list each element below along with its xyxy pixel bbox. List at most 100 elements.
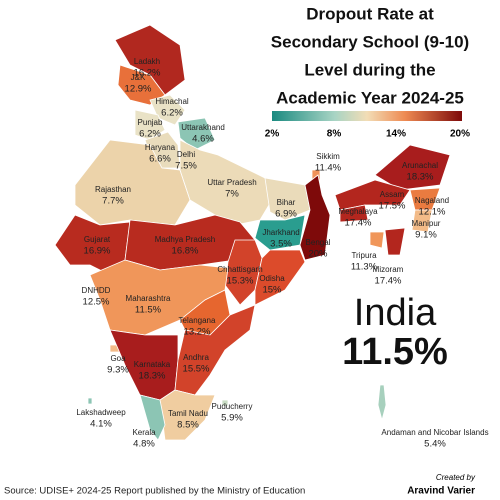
region-shape bbox=[114, 24, 186, 96]
region-name: Tripura bbox=[351, 251, 377, 260]
region-value: 17.5% bbox=[379, 201, 406, 212]
region-shape bbox=[339, 204, 369, 223]
region-value: 6.2% bbox=[161, 108, 183, 119]
region-value: 9.3% bbox=[107, 365, 129, 376]
region-value: 7.5% bbox=[175, 161, 197, 172]
title-line: Academic Year 2024-25 bbox=[276, 88, 464, 107]
region-value: 18.3% bbox=[407, 172, 434, 183]
credit-name: Aravind Varier bbox=[407, 486, 475, 497]
region-shape bbox=[87, 397, 93, 405]
region-value: 6.9% bbox=[275, 209, 297, 220]
region-name: Sikkim bbox=[316, 152, 340, 161]
region-name: Manipur bbox=[412, 219, 441, 228]
region-name: J&K bbox=[131, 73, 146, 82]
region-name: Lakshadweep bbox=[76, 408, 126, 417]
region-value: 16.9% bbox=[84, 246, 111, 257]
region-shape bbox=[159, 389, 216, 441]
region-name: Ladakh bbox=[134, 57, 160, 66]
region-name: Haryana bbox=[145, 143, 176, 152]
region-value: 5.4% bbox=[424, 439, 446, 450]
region-shape bbox=[139, 394, 166, 441]
region-value: 20% bbox=[308, 249, 328, 260]
region-shape bbox=[117, 64, 166, 106]
region-name: Punjab bbox=[138, 118, 163, 127]
region-value: 16.2% bbox=[134, 68, 161, 79]
credit-label: Created by bbox=[436, 473, 476, 482]
region-value: 5.9% bbox=[221, 413, 243, 424]
region-name: Nagaland bbox=[415, 196, 449, 205]
region-value: 11.5% bbox=[135, 305, 162, 316]
title-line: Secondary School (9-10) bbox=[271, 32, 469, 51]
region-name: Chhattisgarh bbox=[217, 265, 262, 274]
region-name: Telangana bbox=[179, 316, 216, 325]
region-name: Maharashtra bbox=[126, 294, 171, 303]
region-name: Delhi bbox=[177, 150, 195, 159]
region-value: 11.3% bbox=[351, 262, 378, 273]
legend-tick: 2% bbox=[265, 129, 280, 140]
region-name: Uttar Pradesh bbox=[207, 178, 256, 187]
region-name: Uttarakhand bbox=[181, 123, 225, 132]
legend-bar bbox=[272, 111, 462, 121]
region-name: Rajasthan bbox=[95, 185, 131, 194]
source: Source: UDISE+ 2024-25 Report published … bbox=[4, 486, 305, 497]
region-value: 15% bbox=[262, 285, 282, 296]
region-shape bbox=[377, 384, 387, 422]
region-name: Bihar bbox=[277, 198, 296, 207]
region-shape bbox=[177, 117, 216, 151]
region-name: Tamil Nadu bbox=[168, 409, 208, 418]
region-name: Andaman and Nicobar Islands bbox=[381, 428, 488, 437]
region-name: Odisha bbox=[259, 274, 285, 283]
region-value: 7.7% bbox=[102, 196, 124, 207]
region-name: Assam bbox=[380, 190, 405, 199]
region-shape bbox=[369, 231, 385, 249]
region-value: 9.1% bbox=[415, 230, 437, 241]
region-value: 16.8% bbox=[172, 246, 199, 257]
region-value: 4.8% bbox=[133, 439, 155, 450]
region-shape bbox=[411, 209, 433, 233]
region-shape bbox=[221, 399, 229, 407]
title-line: Dropout Rate at bbox=[306, 4, 434, 23]
legend-tick: 20% bbox=[450, 129, 470, 140]
region-name: Arunachal bbox=[402, 161, 438, 170]
legend-tick: 8% bbox=[327, 129, 342, 140]
region-value: 18.3% bbox=[139, 371, 166, 382]
region-shape bbox=[134, 109, 166, 141]
region-name: Meghalaya bbox=[338, 207, 378, 216]
region-name: DNHDD bbox=[82, 286, 111, 295]
region-name: Goa bbox=[110, 354, 126, 363]
legend-tick: 14% bbox=[386, 129, 406, 140]
region-value: 11.4% bbox=[315, 163, 342, 174]
region-shape bbox=[174, 304, 256, 396]
region-name: Gujarat bbox=[84, 235, 111, 244]
region-value: 12.1% bbox=[419, 207, 446, 218]
national-value: 11.5% bbox=[342, 331, 448, 373]
region-value: 6.2% bbox=[139, 129, 161, 140]
region-name: Bengal bbox=[306, 238, 331, 247]
region-value: 17.4% bbox=[375, 276, 402, 287]
region-shape bbox=[264, 177, 311, 221]
region-name: Puducherry bbox=[212, 402, 253, 411]
region-name: Kerala bbox=[132, 428, 156, 437]
region-value: 4.6% bbox=[192, 134, 214, 145]
regions bbox=[54, 24, 451, 441]
labels: Ladakh16.2%J&K12.9%Himachal6.2%Punjab6.2… bbox=[76, 57, 488, 449]
region-shape bbox=[384, 227, 406, 256]
region-value: 12.9% bbox=[125, 84, 152, 95]
region-value: 13.2% bbox=[184, 327, 211, 338]
region-value: 3.5% bbox=[270, 239, 292, 250]
region-shape bbox=[254, 249, 306, 306]
region-value: 6.6% bbox=[149, 154, 171, 165]
region-value: 4.1% bbox=[90, 419, 112, 430]
region-name: Himachal bbox=[155, 97, 189, 106]
region-value: 7% bbox=[225, 189, 239, 200]
region-name: Madhya Pradesh bbox=[155, 235, 215, 244]
region-value: 8.5% bbox=[177, 420, 199, 431]
region-value: 15.3% bbox=[227, 276, 254, 287]
region-value: 17.4% bbox=[345, 218, 372, 229]
region-value: 15.5% bbox=[183, 364, 210, 375]
region-name: Jharkhand bbox=[262, 228, 299, 237]
region-name: Andhra bbox=[183, 353, 209, 362]
region-value: 12.5% bbox=[83, 297, 110, 308]
title-line: Level during the bbox=[304, 60, 435, 79]
